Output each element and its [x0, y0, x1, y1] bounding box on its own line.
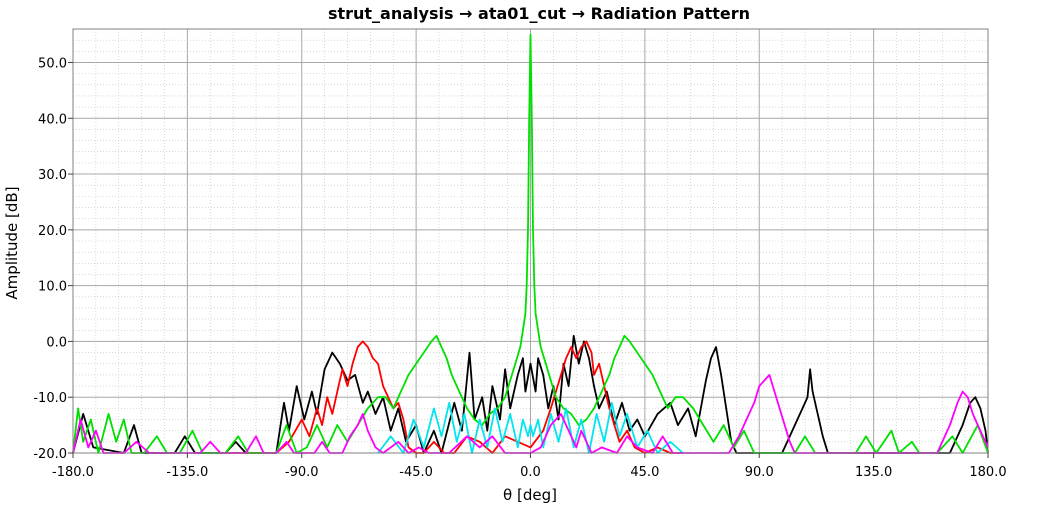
y-tick-label: 10.0 [38, 280, 67, 295]
chart-title: strut_analysis → ata01_cut → Radiation P… [328, 4, 750, 23]
x-tick-labels: -180.0 -135.0 -90.0 -45.0 0.0 45.0 90.0 135.0 18… [52, 465, 1007, 480]
x-tick-label: 45.0 [630, 465, 659, 480]
y-tick-labels: -20.0 -10.0 0.0 10.0 20.0 30.0 40.0 50.0 [33, 56, 67, 462]
series-line [377, 401, 684, 454]
y-tick-label: -10.0 [33, 391, 67, 406]
x-tick-label: 180.0 [969, 465, 1006, 480]
y-tick-label: 0.0 [46, 335, 67, 350]
x-tick-label: -45.0 [399, 465, 433, 480]
tick-marks [68, 61, 989, 458]
x-tick-label: -90.0 [285, 465, 319, 480]
y-tick-label: 50.0 [38, 56, 67, 71]
y-tick-label: -20.0 [33, 447, 67, 462]
y-tick-label: 20.0 [38, 224, 67, 239]
y-axis-label: Amplitude [dB] [3, 186, 21, 299]
x-tick-label: 135.0 [855, 465, 892, 480]
y-tick-label: 30.0 [38, 168, 67, 183]
x-axis-label: θ [deg] [503, 486, 557, 504]
x-tick-label: -180.0 [52, 465, 94, 480]
x-tick-label: -135.0 [166, 465, 208, 480]
x-tick-label: 90.0 [745, 465, 774, 480]
y-tick-label: 40.0 [38, 112, 67, 127]
x-tick-label: 0.0 [520, 465, 541, 480]
